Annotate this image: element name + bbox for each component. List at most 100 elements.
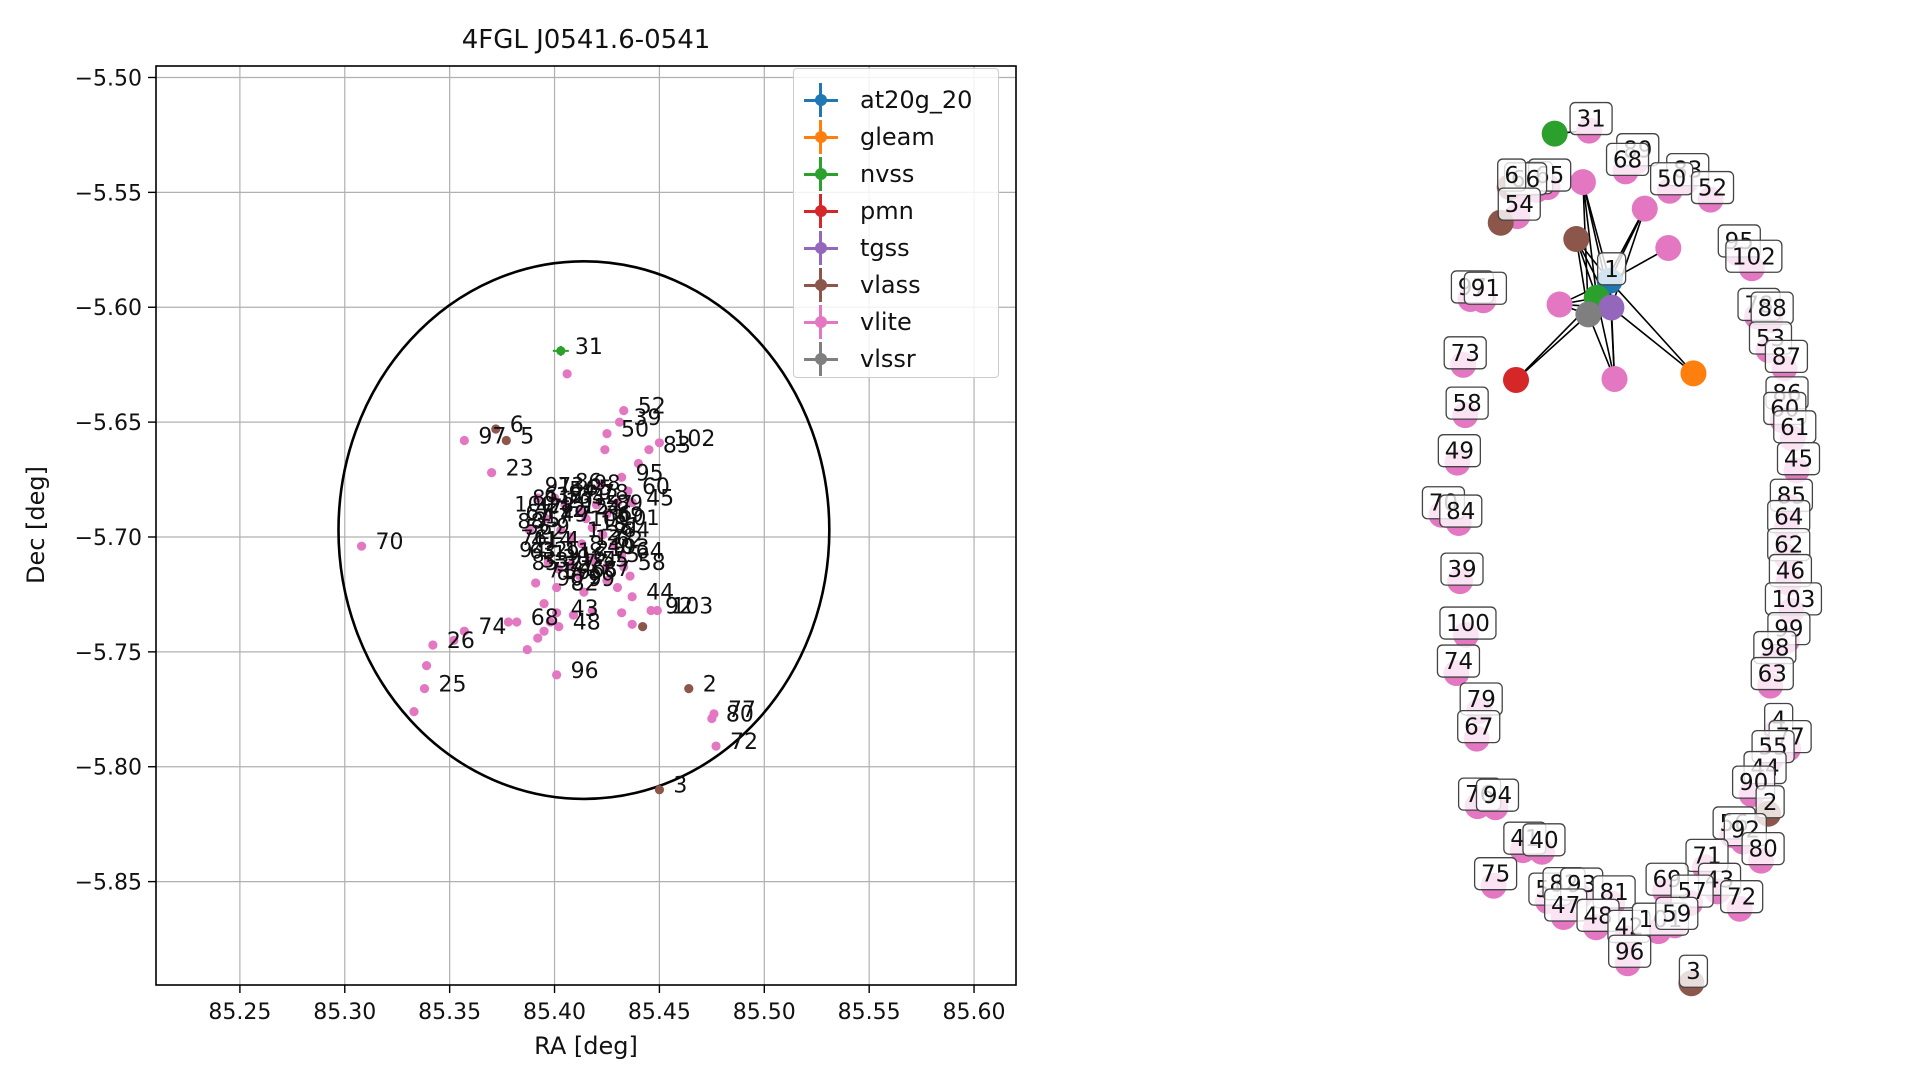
overlap-point-label: 86 (575, 469, 602, 493)
overlap-point-label: 76 (520, 526, 547, 550)
overlap-point-label: 19 (553, 542, 580, 566)
x-tick-labels: 85.25 85.30 85.35 85.40 85.45 85.50 85.55 85.60 (208, 1000, 1005, 1025)
overlap-point-label: 15 (582, 495, 609, 519)
point-label: 80 (726, 702, 754, 727)
tick-marks (148, 76, 975, 993)
vlite-point (577, 539, 587, 549)
vlite-point (654, 438, 665, 448)
overlap-point-label: 18 (600, 512, 627, 536)
point-label: 5 (520, 424, 534, 449)
overlap-point-label: 27 (570, 550, 597, 574)
legend-marker (804, 156, 838, 191)
vlass-point (501, 435, 511, 446)
network-label: 80 (1748, 837, 1777, 863)
point-label: 48 (573, 611, 601, 636)
overlap-point-label: 1 (587, 518, 600, 542)
overlap-point-label: 71 (547, 558, 574, 582)
network-label: 46 (1776, 559, 1805, 585)
network-label: 59 (1662, 901, 1691, 927)
overlap-point-label: 61 (544, 483, 571, 507)
network-node (1631, 195, 1658, 222)
network-label-box (1522, 823, 1566, 857)
y-tick-label: −5.75 (75, 641, 142, 666)
overlap-point-label: 75 (613, 543, 640, 567)
point-label: 96 (571, 659, 599, 684)
legend-label: vlssr (860, 344, 916, 373)
point-label: 60 (642, 475, 670, 500)
vlite-point (617, 472, 627, 482)
network-label-box (1720, 880, 1764, 914)
network-label-box (1445, 386, 1489, 420)
network-label-box (1690, 170, 1735, 205)
vlite-point (556, 525, 566, 535)
vlite-point (711, 741, 721, 751)
overlap-point-label: 65 (585, 476, 612, 500)
overlap-point-label: 100 (514, 492, 554, 516)
vlite-point (539, 626, 549, 636)
vlite-point (419, 684, 430, 694)
overlap-point-label: 10 (589, 507, 616, 531)
network-node (1680, 360, 1707, 387)
y-tick-label: −5.50 (75, 66, 142, 91)
vlite-point (512, 617, 522, 627)
network-label: 3 (1686, 959, 1701, 985)
vlite-point (619, 562, 629, 572)
network-label: 49 (1445, 439, 1474, 465)
network-node (1569, 169, 1596, 196)
point-label: 92 (665, 595, 693, 620)
network-label: 67 (1464, 715, 1493, 741)
legend-item-gleam: gleam (804, 118, 998, 155)
network-label-box (1608, 934, 1652, 968)
overlap-point-label: 14 (546, 528, 573, 552)
network-label: 96 (1615, 939, 1644, 965)
overlap-point-label: 78 (602, 481, 629, 505)
overlap-point-label: 24 (594, 496, 621, 520)
overlap-point-label: 73 (558, 474, 585, 498)
network-label: 52 (1698, 176, 1727, 202)
point-label: 6 (510, 413, 524, 438)
overlap-point-label: 89 (616, 491, 643, 515)
vlite-point (608, 541, 618, 551)
point-label: 39 (634, 406, 662, 431)
legend: at20g_20 gleam nvss pmn tgss vlass vlite… (793, 68, 999, 378)
left-scatter-plot: 4FGL J0541.6-0541 85.25 85.30 85.35 85.40 85… (22, 25, 1017, 1060)
point-label: 97 (569, 482, 597, 507)
overlap-point-label: 56 (525, 516, 552, 540)
vlite-point (568, 610, 579, 620)
overlap-point-label: 55 (602, 547, 629, 571)
overlap-point-label: 9 (556, 515, 569, 539)
overlap-point-label: 4 (566, 528, 579, 552)
network-label-box (1605, 142, 1650, 177)
overlap-point-label: 38 (556, 484, 583, 508)
overlap-point-label: 67 (526, 501, 553, 525)
overlap-point-label: 7 (579, 502, 592, 526)
nvss-point (556, 346, 566, 356)
vlite-point (554, 621, 564, 632)
network-label: 74 (1444, 649, 1473, 675)
network-label-box (1436, 644, 1481, 678)
network-label: 61 (1780, 415, 1809, 441)
legend-item-vlite: vlite (804, 303, 998, 340)
vlite-point (552, 582, 562, 593)
vlite-point (562, 369, 572, 379)
network-label-box (1741, 832, 1785, 866)
point-label: 77 (728, 698, 756, 723)
point-label: 25 (438, 673, 466, 698)
network-edge (1582, 181, 1598, 298)
vlite-point (602, 429, 612, 439)
network-label-box (1443, 336, 1487, 370)
overlap-point-label: 93 (623, 535, 650, 559)
overlap-point-label: 62 (616, 528, 643, 552)
network-label: 39 (1447, 557, 1476, 583)
overlap-point-label: 69 (617, 503, 644, 527)
overlap-point-label: 85 (532, 551, 559, 575)
overlap-point-label: 51 (614, 513, 641, 537)
overlap-point-label: 47 (536, 495, 563, 519)
point-label: 74 (478, 615, 506, 640)
network-label-box (1457, 709, 1501, 744)
y-tick-label: −5.65 (75, 411, 142, 436)
point-label: 31 (575, 335, 603, 360)
network-label-box (1463, 271, 1508, 305)
overlap-point-label: 33 (578, 484, 605, 508)
point-label: 72 (730, 730, 758, 755)
